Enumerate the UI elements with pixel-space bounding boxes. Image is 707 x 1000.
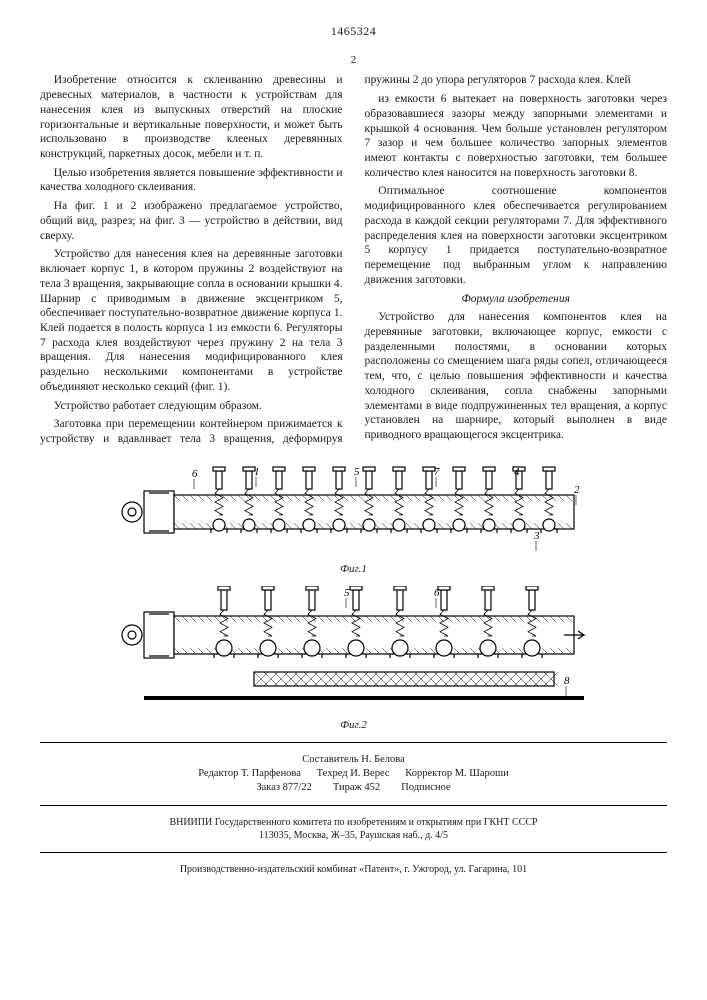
editor: Редактор Т. Парфенова — [198, 768, 301, 779]
svg-text:3: 3 — [533, 530, 540, 542]
svg-text:7: 7 — [434, 466, 440, 478]
para: Оптимальное соотношение компонентов моди… — [365, 184, 668, 287]
figures: 6 1 5 7 4 3 2 Фиг.1 5 6 8 Фиг.2 — [40, 465, 667, 732]
para: Целью изобретения является повышение эфф… — [40, 166, 343, 195]
institute: ВНИИПИ Государственного комитета по изоб… — [40, 816, 667, 842]
figure-1-caption: Фиг.1 — [40, 562, 667, 576]
techred: Техред И. Верес — [317, 768, 390, 779]
print-row: Заказ 877/22 Тираж 452 Подписное — [40, 781, 667, 795]
para: из емкости 6 вытекает на поверхность заг… — [365, 92, 668, 180]
svg-text:8: 8 — [564, 675, 570, 687]
separator — [40, 852, 667, 853]
formula-heading: Формула изобретения — [365, 292, 668, 307]
body-columns: Изобретение относится к склеиванию древе… — [40, 73, 667, 446]
credits-row: Редактор Т. Парфенова Техред И. Верес Ко… — [40, 767, 667, 781]
page-number: 2 — [40, 53, 667, 67]
figure-2: 5 6 8 Фиг.2 — [40, 586, 667, 732]
figure-2-caption: Фиг.2 — [40, 718, 667, 732]
svg-text:6: 6 — [192, 468, 198, 480]
podpisnoe: Подписное — [401, 782, 450, 793]
compiler: Составитель Н. Белова — [40, 753, 667, 767]
svg-text:4: 4 — [514, 466, 520, 478]
institute-2: 113035, Москва, Ж–35, Раушская наб., д. … — [40, 829, 667, 842]
figure-1: 6 1 5 7 4 3 2 Фиг.1 — [40, 465, 667, 576]
svg-text:2: 2 — [574, 484, 580, 496]
colophon: Составитель Н. Белова Редактор Т. Парфен… — [40, 753, 667, 796]
tirazh: Тираж 452 — [333, 782, 380, 793]
svg-text:1: 1 — [254, 466, 260, 478]
svg-text:5: 5 — [344, 587, 350, 599]
separator — [40, 805, 667, 806]
formula-text: Устройство для нанесения компонентов кле… — [365, 310, 668, 442]
para: Устройство для нанесения клея на деревян… — [40, 247, 343, 394]
figure-2-svg: 5 6 8 — [104, 586, 604, 716]
document-number: 1465324 — [40, 24, 667, 39]
corrector: Корректор М. Шароши — [405, 768, 508, 779]
svg-text:5: 5 — [354, 466, 360, 478]
institute-1: ВНИИПИ Государственного комитета по изоб… — [40, 816, 667, 829]
para: Устройство работает следующим образом. — [40, 399, 343, 414]
svg-text:6: 6 — [434, 587, 440, 599]
para: Изобретение относится к склеиванию древе… — [40, 73, 343, 161]
separator — [40, 742, 667, 743]
figure-1-svg: 6 1 5 7 4 3 2 — [104, 465, 604, 560]
printer: Производственно-издательский комбинат «П… — [40, 863, 667, 876]
para: На фиг. 1 и 2 изображено предлагаемое ус… — [40, 199, 343, 243]
order: Заказ 877/22 — [256, 782, 311, 793]
